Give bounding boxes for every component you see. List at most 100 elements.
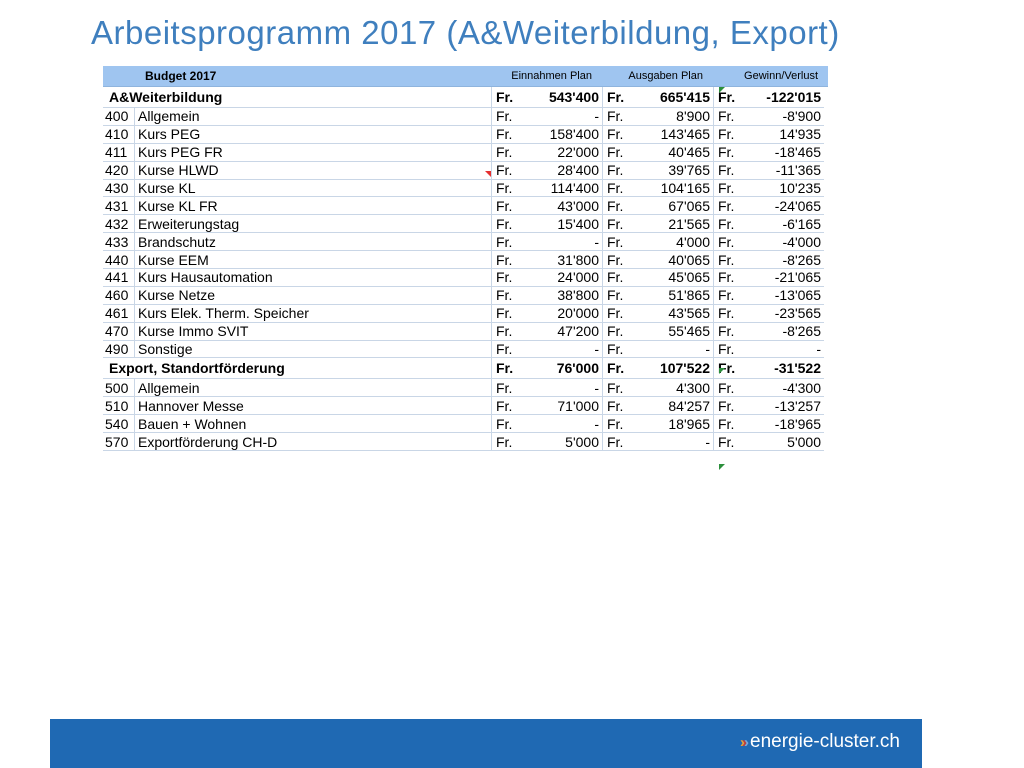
currency-label: Fr. xyxy=(602,304,636,323)
expense-plan: 67'065 xyxy=(636,197,713,216)
logo-text: energie-cluster.ch xyxy=(750,731,900,752)
currency-label: Fr. xyxy=(602,251,636,270)
table-body: A&Weiterbildung Fr. 543'400 Fr. 665'415 Fr. -1… xyxy=(103,87,828,452)
profit-loss: -23'565 xyxy=(747,305,824,323)
profit-loss: - xyxy=(747,341,824,359)
income-plan: 47'200 xyxy=(525,323,602,341)
currency-label: Fr. xyxy=(491,87,525,108)
currency-label: Fr. xyxy=(602,161,636,180)
account-name: Kurse Immo SVIT xyxy=(135,323,491,341)
currency-label: Fr. xyxy=(491,251,525,270)
currency-label: Fr. xyxy=(713,161,747,180)
profit-loss: -18'465 xyxy=(747,144,824,162)
account-number: 440 xyxy=(103,251,135,270)
group-profit: -122'015 xyxy=(747,87,824,108)
account-number: 470 xyxy=(103,322,135,341)
account-number: 460 xyxy=(103,286,135,305)
table-row: 540 Bauen + Wohnen Fr. - Fr. 18'965 Fr. -18'965 xyxy=(103,415,828,434)
currency-label: Fr. xyxy=(713,433,747,452)
currency-label: Fr. xyxy=(713,340,747,359)
currency-label: Fr. xyxy=(713,215,747,234)
currency-label: Fr. xyxy=(602,269,636,287)
expense-plan: 40'465 xyxy=(636,144,713,162)
income-plan: 71'000 xyxy=(525,397,602,416)
account-name: Brandschutz xyxy=(135,233,491,252)
expense-plan: 51'865 xyxy=(636,287,713,305)
income-plan: - xyxy=(525,415,602,434)
formula-marker xyxy=(719,464,725,470)
currency-label: Fr. xyxy=(491,215,525,234)
expense-plan: 40'065 xyxy=(636,251,713,270)
currency-label: Fr. xyxy=(491,322,525,341)
group-name: Export, Standortförderung xyxy=(103,358,491,380)
income-plan: 20'000 xyxy=(525,305,602,323)
currency-label: Fr. xyxy=(491,125,525,144)
currency-label: Fr. xyxy=(491,286,525,305)
currency-label: Fr. xyxy=(491,340,525,359)
account-number: 432 xyxy=(103,215,135,234)
table-row: 570 Exportförderung CH-D Fr. 5'000 Fr. - Fr. 5'… xyxy=(103,433,828,452)
table-row: 500 Allgemein Fr. - Fr. 4'300 Fr. -4'300 xyxy=(103,379,828,398)
formula-marker xyxy=(719,87,725,93)
profit-loss: -24'065 xyxy=(747,197,824,216)
group-row: Export, Standortförderung Fr. 76'000 Fr. 107… xyxy=(103,358,828,380)
account-name: Sonstige xyxy=(135,341,491,359)
currency-label: Fr. xyxy=(602,233,636,252)
profit-loss: -11'365 xyxy=(747,162,824,180)
table-row: 490 Sonstige Fr. - Fr. - Fr. - xyxy=(103,340,828,359)
expense-plan: 21'565 xyxy=(636,215,713,234)
income-plan: 38'800 xyxy=(525,287,602,305)
account-name: Bauen + Wohnen xyxy=(135,415,491,434)
table-row: 441 Kurs Hausautomation Fr. 24'000 Fr. 45'065… xyxy=(103,269,828,287)
expense-plan: 104'165 xyxy=(636,180,713,198)
table-row: 410 Kurs PEG Fr. 158'400 Fr. 143'465 Fr. 14'935 xyxy=(103,125,828,144)
table-row: 420 Kurse HLWD Fr. 28'400 Fr. 39'765 Fr. -11'36… xyxy=(103,161,828,180)
account-number: 461 xyxy=(103,304,135,323)
account-name: Kurs PEG FR xyxy=(135,144,491,162)
account-name: Exportförderung CH-D xyxy=(135,433,491,452)
income-plan: - xyxy=(525,379,602,398)
currency-label: Fr. xyxy=(491,108,525,126)
currency-label: Fr. xyxy=(713,286,747,305)
header-budget: Budget 2017 xyxy=(145,69,217,83)
currency-label: Fr. xyxy=(713,233,747,252)
table-row: 433 Brandschutz Fr. - Fr. 4'000 Fr. -4'000 xyxy=(103,233,828,252)
chevron-icon: › xyxy=(740,733,746,751)
header-expense: Ausgaben Plan xyxy=(628,70,703,82)
currency-label: Fr. xyxy=(602,358,636,380)
account-number: 510 xyxy=(103,397,135,416)
income-plan: 31'800 xyxy=(525,251,602,270)
account-name: Kurse Netze xyxy=(135,287,491,305)
currency-label: Fr. xyxy=(713,304,747,323)
currency-label: Fr. xyxy=(491,269,525,287)
currency-label: Fr. xyxy=(713,397,747,416)
profit-loss: -8'265 xyxy=(747,323,824,341)
currency-label: Fr. xyxy=(602,415,636,434)
group-name: A&Weiterbildung xyxy=(103,87,491,108)
currency-label: Fr. xyxy=(602,125,636,144)
expense-plan: 4'300 xyxy=(636,379,713,398)
currency-label: Fr. xyxy=(491,143,525,162)
group-expense: 665'415 xyxy=(636,87,713,108)
expense-plan: 45'065 xyxy=(636,269,713,287)
header-profit: Gewinn/Verlust xyxy=(744,70,818,82)
currency-label: Fr. xyxy=(602,108,636,126)
currency-label: Fr. xyxy=(713,415,747,434)
comment-marker xyxy=(485,171,491,177)
account-number: 433 xyxy=(103,233,135,252)
income-plan: 158'400 xyxy=(525,126,602,144)
currency-label: Fr. xyxy=(491,397,525,416)
expense-plan: 43'565 xyxy=(636,305,713,323)
group-row: A&Weiterbildung Fr. 543'400 Fr. 665'415 Fr. -1… xyxy=(103,87,828,108)
currency-label: Fr. xyxy=(713,379,747,398)
expense-plan: - xyxy=(636,433,713,452)
account-name: Kurs Hausautomation xyxy=(135,269,491,287)
account-name: Kurse KL FR xyxy=(135,197,491,216)
account-number: 441 xyxy=(103,269,135,287)
profit-loss: 14'935 xyxy=(747,126,824,144)
currency-label: Fr. xyxy=(491,179,525,198)
currency-label: Fr. xyxy=(713,322,747,341)
currency-label: Fr. xyxy=(602,215,636,234)
currency-label: Fr. xyxy=(713,125,747,144)
profit-loss: -4'300 xyxy=(747,379,824,398)
